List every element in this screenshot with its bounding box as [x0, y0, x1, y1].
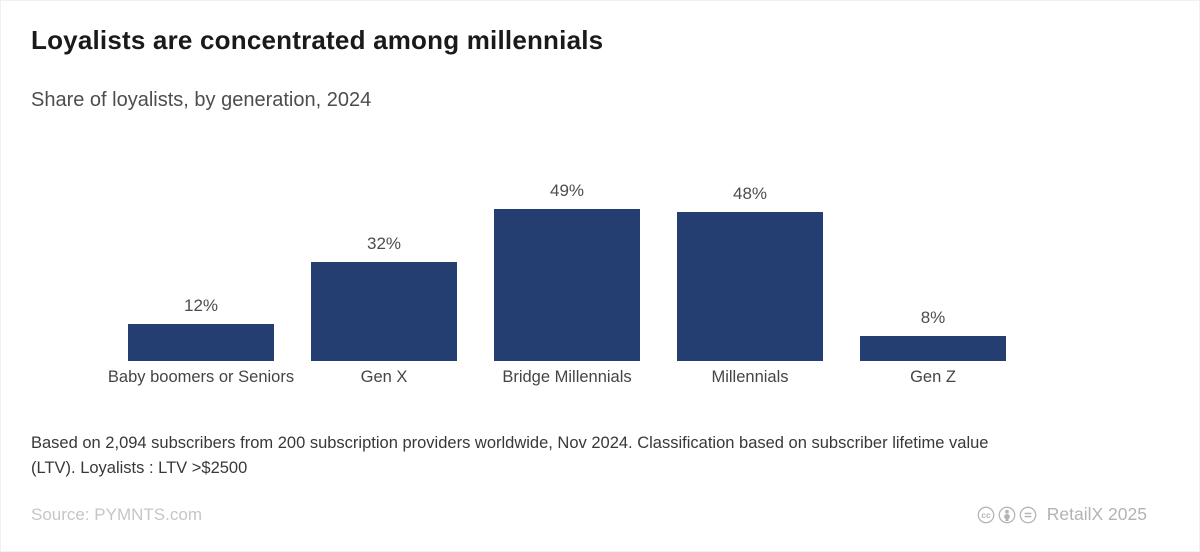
chart-title: Loyalists are concentrated among millenn… [31, 25, 604, 55]
chart-subtitle: Share of loyalists, by generation, 2024 [31, 89, 372, 111]
bar-value-label: 48% [732, 184, 768, 203]
bar-value-label: 49% [549, 181, 585, 200]
bar-category-label: Millennials [711, 368, 789, 386]
bar-value-label: 32% [366, 234, 402, 253]
bar [311, 262, 457, 361]
svg-text:cc: cc [981, 511, 991, 520]
bars-row: 12% Baby boomers or Seniors 32% Gen X 49% Bri… [108, 149, 1006, 386]
bar-category-label: Baby boomers or Seniors [107, 368, 295, 386]
nd-icon [1019, 506, 1037, 523]
bar-group: 32% Gen X [311, 149, 457, 386]
cc-icon: cc [977, 506, 995, 523]
bar-category-label: Gen X [360, 368, 408, 386]
footer-attribution-block: cc RetailX 2025 [977, 504, 1147, 525]
bar-group: 48% Millennials [677, 149, 823, 386]
bar [494, 209, 640, 361]
bar-group: 49% Bridge Millennials [494, 149, 640, 386]
bar [128, 324, 274, 361]
by-icon [998, 506, 1016, 523]
source-label: Source: PYMNTS.com [31, 505, 202, 524]
bar [677, 212, 823, 361]
bar-value-label: 8% [920, 308, 946, 327]
footnote-line-2: (LTV). Loyalists : LTV >$2500 [31, 459, 248, 477]
bar-category-label: Gen Z [910, 368, 956, 386]
chart-footnote: Based on 2,094 subscribers from 200 subs… [31, 431, 1181, 481]
bar-value-label: 12% [183, 296, 219, 315]
bar-group: 8% Gen Z [860, 149, 1006, 386]
bar-category-label: Bridge Millennials [502, 368, 632, 386]
license-icons: cc [977, 506, 1037, 524]
footnote-line-1: Based on 2,094 subscribers from 200 subs… [31, 434, 989, 452]
bar [860, 336, 1006, 361]
bar-group: 12% Baby boomers or Seniors [108, 149, 294, 386]
attribution-label: RetailX 2025 [1046, 504, 1147, 524]
